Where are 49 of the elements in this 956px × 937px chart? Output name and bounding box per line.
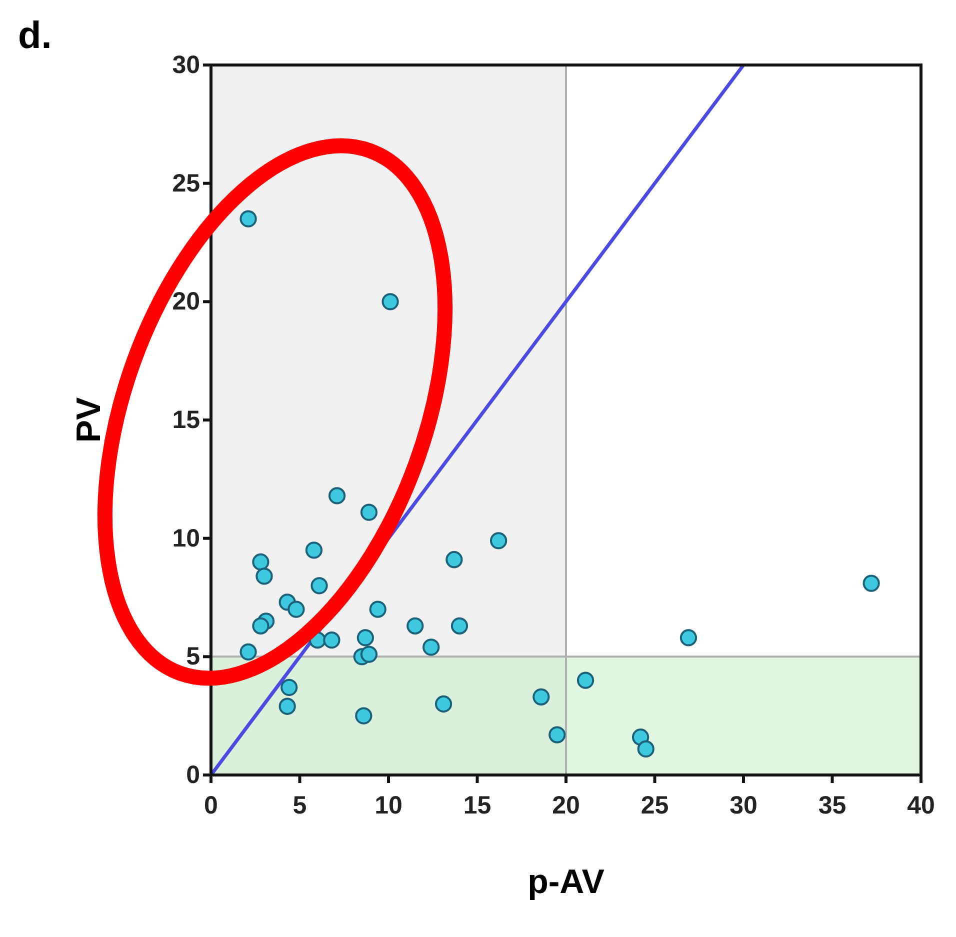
point (328, 487, 346, 504)
chart-title: d. (18, 15, 52, 57)
point (310, 577, 328, 594)
point (252, 553, 270, 571)
x-tick-label: 40 (907, 792, 935, 820)
point (434, 695, 452, 713)
x-tick-label: 10 (374, 792, 402, 820)
point (240, 210, 257, 228)
point (360, 504, 378, 521)
point (862, 574, 880, 592)
y-tick-label: 25 (172, 169, 200, 198)
y-tick-label: 30 (172, 51, 200, 79)
point (576, 672, 594, 689)
x-tick-label: 0 (204, 792, 218, 820)
x-tick-label: 15 (463, 792, 492, 820)
y-tick-label: 15 (172, 406, 200, 434)
point (680, 629, 698, 646)
point (280, 678, 298, 696)
y-axis-title: PV (70, 397, 108, 443)
x-tick-label: 5 (292, 792, 307, 820)
point (355, 707, 372, 724)
y-tick-label: 10 (172, 524, 200, 552)
point (637, 740, 654, 758)
point (446, 551, 463, 568)
y-tick-label: 20 (172, 288, 200, 316)
point (252, 617, 270, 634)
x-tick-label: 25 (640, 792, 669, 820)
y-tick-label: 0 (186, 761, 200, 789)
point (305, 542, 323, 559)
point (369, 600, 386, 618)
point (422, 638, 440, 656)
x-tick-label: 20 (552, 792, 580, 820)
x-tick-label: 30 (730, 792, 758, 820)
x-tick-label: 35 (818, 792, 846, 820)
point (256, 568, 273, 585)
y-tick-label: 5 (186, 642, 200, 671)
point (323, 632, 340, 649)
point (382, 293, 399, 310)
point (360, 646, 378, 663)
point (278, 698, 296, 715)
point (406, 617, 424, 634)
point (532, 688, 550, 706)
point (548, 726, 566, 744)
point (240, 643, 257, 660)
point (490, 532, 508, 550)
point (288, 600, 305, 618)
point (356, 629, 374, 646)
point (450, 617, 468, 634)
x-axis-title: p-AV (528, 863, 605, 901)
